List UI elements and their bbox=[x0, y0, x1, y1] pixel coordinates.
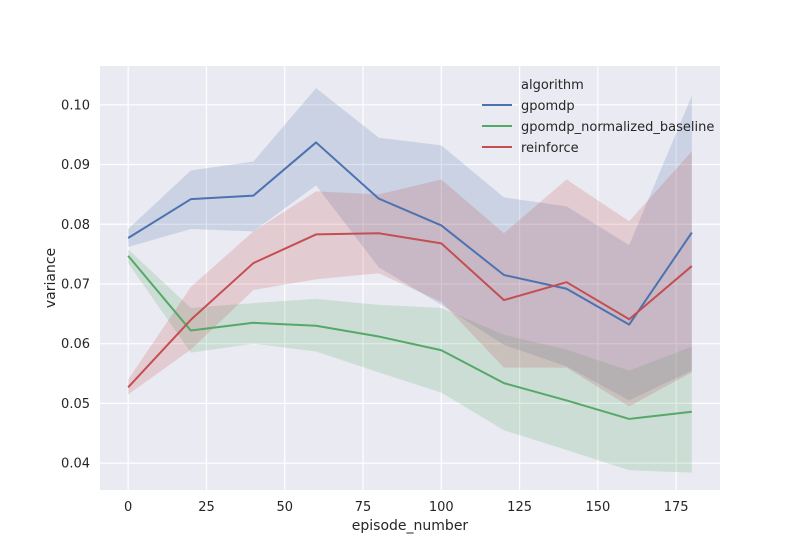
x-tick-label: 125 bbox=[507, 500, 532, 515]
legend-items: gpomdp gpomdp_normalized_baseline reinforc… bbox=[482, 99, 714, 156]
series-line-reinforce bbox=[127, 232, 693, 388]
confidence-band-gpomdp_normalized_baseline bbox=[128, 249, 692, 473]
x-tick-label: 100 bbox=[429, 500, 454, 515]
y-tick-label: 0.08 bbox=[61, 218, 90, 233]
confidence-bands bbox=[128, 88, 692, 473]
y-tick-label: 0.10 bbox=[61, 98, 90, 113]
y-axis-title: variance bbox=[43, 248, 59, 308]
x-axis-title: episode_number bbox=[352, 518, 469, 534]
series-line-gpomdp bbox=[127, 141, 693, 326]
x-tick-label: 75 bbox=[355, 500, 372, 515]
legend-label-gpomdp_normalized_baseline: gpomdp_normalized_baseline bbox=[521, 120, 714, 135]
series-lines bbox=[127, 141, 693, 420]
y-tick-label: 0.05 bbox=[61, 397, 90, 412]
legend: algorithm gpomdp gpomdp_normalized_baseli… bbox=[482, 78, 714, 156]
series-line-gpomdp_normalized_baseline bbox=[127, 255, 692, 420]
legend-title: algorithm bbox=[521, 78, 584, 93]
x-tick-label: 0 bbox=[124, 500, 132, 515]
y-tick-label: 0.07 bbox=[61, 277, 90, 292]
y-tick-labels: 0.04 0.05 0.06 0.07 0.08 0.09 0.10 bbox=[61, 98, 90, 471]
x-tick-label: 150 bbox=[585, 500, 610, 515]
confidence-band-gpomdp bbox=[128, 88, 692, 401]
confidence-band-reinforce bbox=[128, 151, 692, 407]
y-tick-label: 0.06 bbox=[61, 337, 90, 352]
x-tick-label: 25 bbox=[198, 500, 215, 515]
x-tick-label: 175 bbox=[664, 500, 689, 515]
legend-label-reinforce: reinforce bbox=[521, 141, 579, 156]
legend-label-gpomdp: gpomdp bbox=[521, 99, 575, 114]
plot-area-background bbox=[100, 66, 720, 490]
y-tick-label: 0.04 bbox=[61, 457, 90, 472]
x-tick-label: 50 bbox=[276, 500, 293, 515]
x-tick-labels: 0 25 50 75 100 125 150 175 bbox=[124, 500, 689, 515]
y-tick-label: 0.09 bbox=[61, 158, 90, 173]
